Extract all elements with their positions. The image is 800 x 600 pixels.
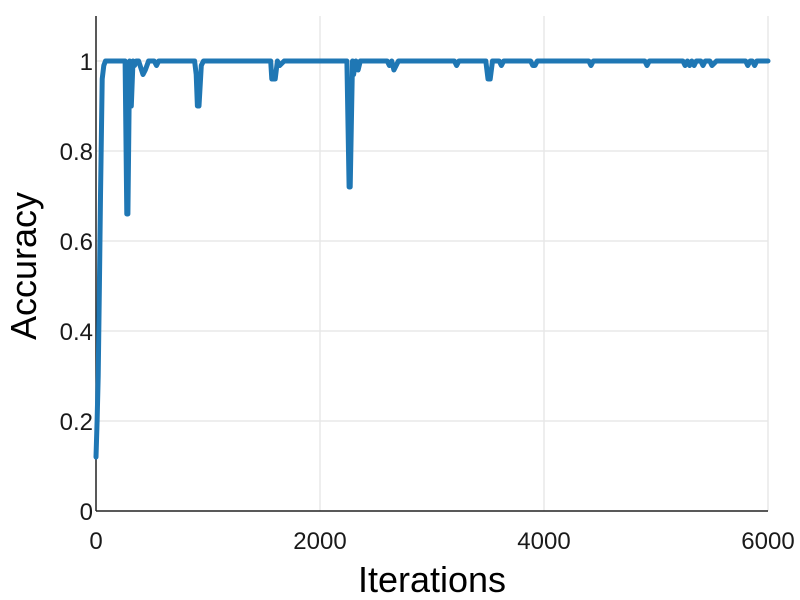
x-axis-title: Iterations xyxy=(358,559,506,600)
y-axis-title: Accuracy xyxy=(3,192,44,340)
series-group xyxy=(93,58,771,460)
series-line-0 xyxy=(93,58,771,460)
grid xyxy=(96,16,769,511)
x-tick-label-1: 2000 xyxy=(293,528,346,555)
y-tick-label-2: 0.4 xyxy=(60,319,93,346)
y-tick-label-3: 0.6 xyxy=(60,229,93,256)
tick-labels: 0 2000 4000 6000 0 0.2 0.4 0.6 0.8 1 xyxy=(60,49,795,555)
y-tick-label-4: 0.8 xyxy=(60,139,93,166)
x-tick-label-3: 6000 xyxy=(741,528,794,555)
x-tick-label-2: 4000 xyxy=(517,528,570,555)
y-tick-label-0: 0 xyxy=(80,499,93,526)
x-tick-label-0: 0 xyxy=(89,528,102,555)
y-tick-label-1: 0.2 xyxy=(60,409,93,436)
y-tick-label-5: 1 xyxy=(80,49,93,76)
